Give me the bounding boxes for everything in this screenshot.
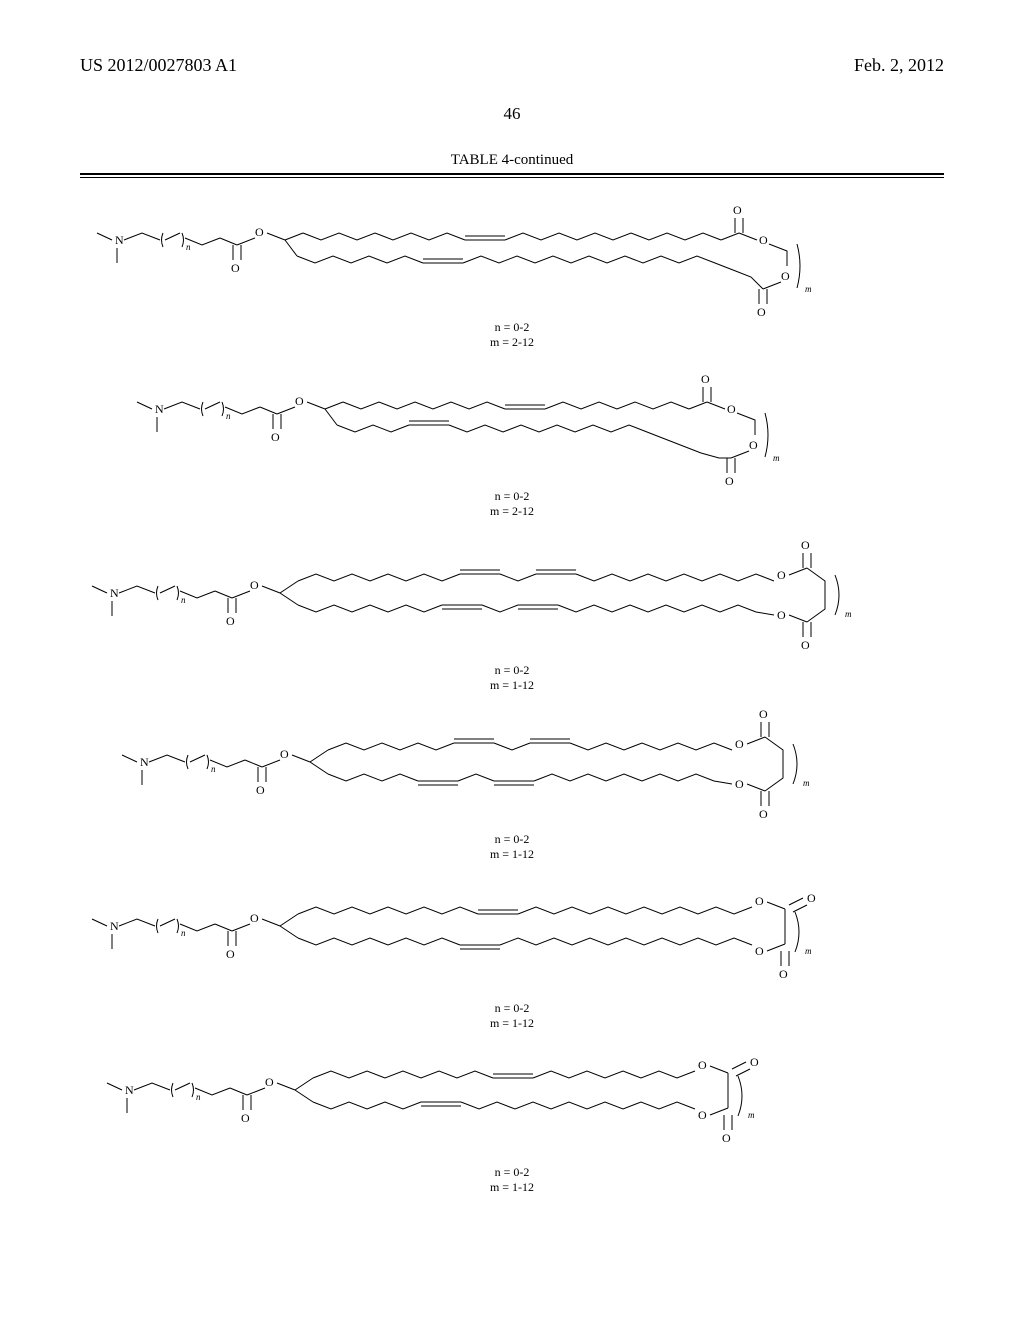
- svg-text:N: N: [155, 402, 164, 416]
- svg-text:O: O: [777, 568, 786, 582]
- svg-text:n: n: [226, 411, 231, 421]
- svg-text:O: O: [727, 402, 736, 416]
- svg-text:O: O: [226, 614, 235, 628]
- svg-text:O: O: [725, 474, 734, 487]
- chem-structure-svg: N n O O: [87, 188, 937, 318]
- svg-text:m: m: [748, 1110, 755, 1120]
- svg-text:O: O: [735, 777, 744, 791]
- svg-text:N: N: [110, 919, 119, 933]
- svg-text:O: O: [759, 807, 768, 821]
- svg-text:O: O: [801, 538, 810, 552]
- chem-structure-svg: N n O O: [97, 1043, 927, 1163]
- n-range: n = 0-2: [495, 663, 530, 677]
- svg-text:O: O: [735, 737, 744, 751]
- chem-structure-svg: N n O O: [87, 874, 937, 999]
- structure-caption: n = 0-2 m = 2-12: [80, 489, 944, 519]
- structure-caption: n = 0-2 m = 1-12: [80, 663, 944, 693]
- svg-text:O: O: [295, 394, 304, 408]
- svg-text:O: O: [757, 305, 766, 318]
- svg-text:m: m: [773, 453, 780, 463]
- m-range: m = 1-12: [490, 678, 534, 692]
- svg-text:m: m: [805, 946, 812, 956]
- svg-text:O: O: [781, 269, 790, 283]
- svg-text:O: O: [701, 372, 710, 386]
- svg-text:m: m: [805, 284, 812, 294]
- svg-text:O: O: [226, 947, 235, 961]
- n-range: n = 0-2: [495, 1165, 530, 1179]
- svg-text:O: O: [265, 1075, 274, 1089]
- svg-text:O: O: [759, 707, 768, 721]
- m-range: m = 1-12: [490, 847, 534, 861]
- structure-4: N n O O: [80, 705, 944, 862]
- svg-text:O: O: [722, 1131, 731, 1145]
- n-range: n = 0-2: [495, 1001, 530, 1015]
- svg-text:O: O: [777, 608, 786, 622]
- publication-date: Feb. 2, 2012: [854, 55, 944, 76]
- svg-text:O: O: [698, 1058, 707, 1072]
- structure-caption: n = 0-2 m = 2-12: [80, 320, 944, 350]
- svg-text:n: n: [186, 242, 191, 252]
- n-range: n = 0-2: [495, 832, 530, 846]
- svg-text:O: O: [255, 225, 264, 239]
- structure-6: N n O O: [80, 1043, 944, 1195]
- svg-text:N: N: [115, 233, 124, 247]
- svg-text:n: n: [196, 1092, 201, 1102]
- svg-text:m: m: [845, 609, 852, 619]
- svg-text:O: O: [749, 438, 758, 452]
- svg-text:O: O: [801, 638, 810, 652]
- structure-3: N n O O: [80, 531, 944, 693]
- svg-text:O: O: [280, 747, 289, 761]
- svg-text:O: O: [755, 894, 764, 908]
- chem-structure-svg: N n O O: [87, 531, 937, 661]
- structure-1: N n O O: [80, 188, 944, 350]
- n-range: n = 0-2: [495, 320, 530, 334]
- structure-caption: n = 0-2 m = 1-12: [80, 1001, 944, 1031]
- publication-number: US 2012/0027803 A1: [80, 55, 237, 76]
- svg-text:n: n: [181, 928, 186, 938]
- table-title: TABLE 4-continued: [0, 152, 1024, 169]
- svg-text:O: O: [755, 944, 764, 958]
- structure-caption: n = 0-2 m = 1-12: [80, 832, 944, 862]
- chem-structure-svg: N n O O: [127, 362, 897, 487]
- structure-5: N n O O: [80, 874, 944, 1031]
- patent-page: US 2012/0027803 A1 Feb. 2, 2012 46 TABLE…: [0, 0, 1024, 1320]
- svg-text:n: n: [181, 595, 186, 605]
- svg-text:O: O: [759, 233, 768, 247]
- svg-text:N: N: [110, 586, 119, 600]
- svg-text:O: O: [779, 967, 788, 981]
- svg-text:O: O: [241, 1111, 250, 1125]
- svg-text:n: n: [211, 764, 216, 774]
- svg-text:N: N: [140, 755, 149, 769]
- m-range: m = 2-12: [490, 335, 534, 349]
- svg-text:O: O: [750, 1055, 759, 1069]
- svg-text:O: O: [807, 891, 816, 905]
- m-range: m = 1-12: [490, 1016, 534, 1030]
- structure-2: N n O O: [80, 362, 944, 519]
- m-range: m = 1-12: [490, 1180, 534, 1194]
- svg-text:O: O: [271, 430, 280, 444]
- svg-text:N: N: [125, 1083, 134, 1097]
- svg-text:O: O: [733, 203, 742, 217]
- svg-text:O: O: [250, 578, 259, 592]
- structures-container: N n O O: [0, 188, 1024, 1195]
- n-range: n = 0-2: [495, 489, 530, 503]
- m-range: m = 2-12: [490, 504, 534, 518]
- svg-text:O: O: [250, 911, 259, 925]
- svg-text:O: O: [698, 1108, 707, 1122]
- svg-text:m: m: [803, 778, 810, 788]
- page-header: US 2012/0027803 A1 Feb. 2, 2012: [0, 0, 1024, 76]
- page-number: 46: [0, 104, 1024, 124]
- table-rule-top: [80, 173, 944, 175]
- table-rule-thin: [80, 177, 944, 178]
- chem-structure-svg: N n O O: [112, 705, 912, 830]
- svg-text:O: O: [256, 783, 265, 797]
- svg-text:O: O: [231, 261, 240, 275]
- structure-caption: n = 0-2 m = 1-12: [80, 1165, 944, 1195]
